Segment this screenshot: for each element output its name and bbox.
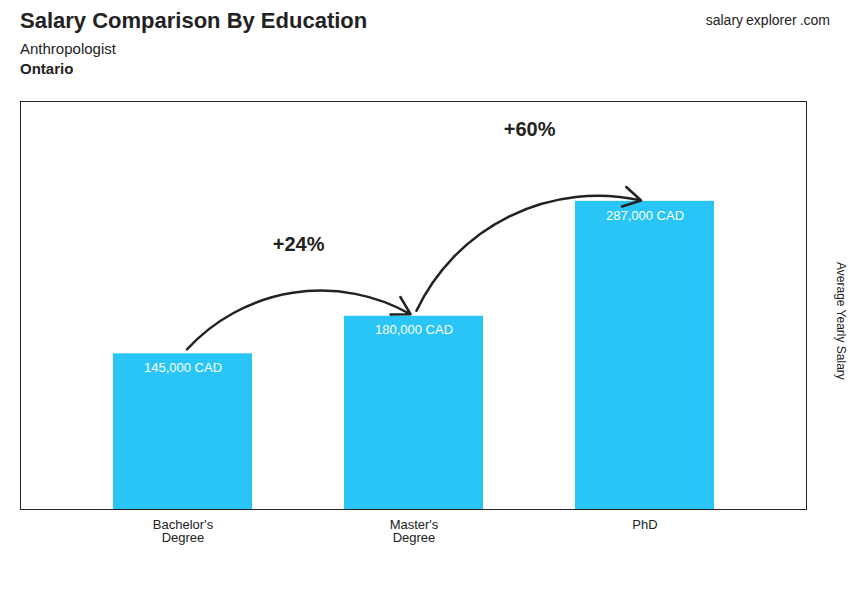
html-text:Salary Comparison By Education: Salary Comparison By Education [20, 8, 368, 33]
html-text:salary explorer.com: salary explorer.com [705, 12, 830, 28]
svg-text:287,000 CAD: 287,000 CAD [606, 208, 684, 223]
svg-text:180,000 CAD: 180,000 CAD [375, 322, 453, 337]
svg-text:+24%: +24% [273, 233, 325, 255]
html-text:Average Yearly Salary: Average Yearly Salary [834, 262, 848, 380]
svg-text:145,000 CAD: 145,000 CAD [144, 360, 222, 375]
html-text:Ontario: Ontario [20, 60, 74, 77]
svg-text:Bachelor'sDegree: Bachelor'sDegree [153, 517, 214, 545]
html-text:Anthropologist: Anthropologist [20, 40, 116, 57]
svg-text:+60%: +60% [504, 118, 556, 140]
svg-text:PhD: PhD [632, 517, 657, 532]
svg-text:Master'sDegree: Master'sDegree [390, 517, 439, 545]
